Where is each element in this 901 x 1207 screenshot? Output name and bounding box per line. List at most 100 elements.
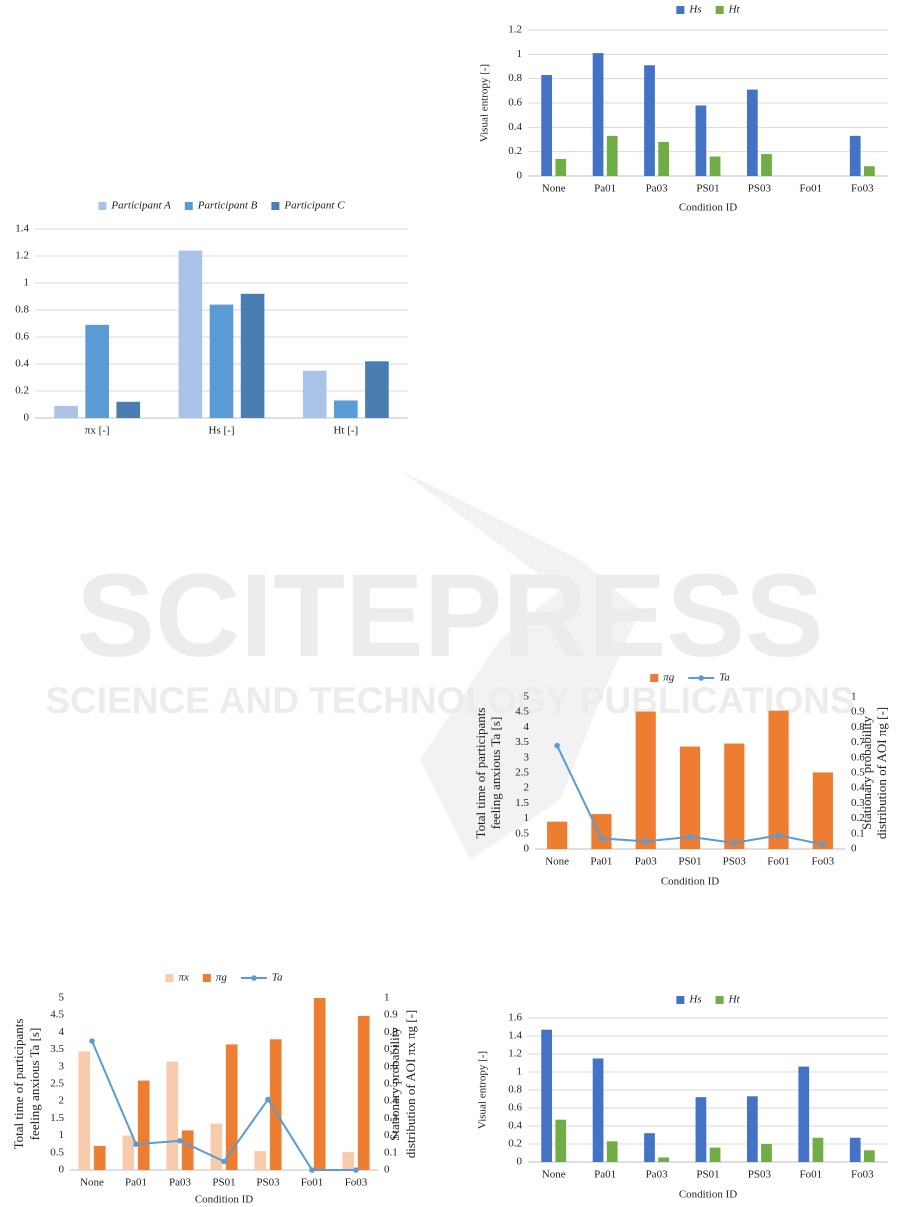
line-point (353, 1167, 359, 1173)
y-tick-label: 4 (59, 1026, 65, 1038)
bar (225, 1044, 238, 1170)
y2-tick-label: 0.1 (851, 827, 865, 839)
bar (93, 1145, 106, 1170)
bar (254, 1151, 267, 1170)
legend-marker (715, 996, 724, 1004)
y2-tick-label: 0.6 (384, 1060, 398, 1072)
y-tick-label: 4.5 (515, 706, 529, 718)
y-tick-label: 1.5 (50, 1112, 64, 1124)
y-axis-title: feeling anxious Ta [s] (27, 1028, 42, 1141)
bar (812, 1137, 824, 1162)
bar (644, 65, 655, 176)
y2-tick-label: 0.2 (851, 812, 865, 824)
bar (709, 156, 721, 176)
y2-tick-label: 0 (851, 843, 857, 855)
y-tick-label: 1 (59, 1129, 65, 1141)
x-tick-label: πx [-] (85, 425, 110, 437)
line-point (265, 1096, 271, 1103)
bar (606, 135, 618, 176)
y-tick-label: 2 (524, 782, 530, 794)
x-tick-label: Fo03 (851, 1169, 874, 1181)
legend-label: Participant A (110, 200, 171, 212)
legend-label: Participant C (283, 200, 345, 212)
line-point (554, 742, 560, 749)
bar (812, 772, 833, 849)
bar (178, 250, 203, 418)
y-tick-label: 1.2 (508, 1048, 522, 1060)
x-tick-label: Pa03 (169, 1177, 192, 1189)
y-tick-label: 0.6 (508, 1102, 522, 1114)
y-tick-label: 3.5 (50, 1043, 64, 1055)
bar (166, 1061, 179, 1170)
legend-label: Hs (688, 4, 701, 16)
y-tick-label: 0 (517, 1156, 523, 1168)
bar (798, 1066, 810, 1162)
y-tick-label: 0.6 (15, 331, 29, 343)
legend-label: πx (178, 972, 189, 984)
bar (658, 1157, 670, 1162)
legend-label: Hs (688, 994, 701, 1006)
bar (849, 135, 861, 176)
x-tick-label: PS01 (696, 183, 719, 195)
y-tick-label: 2 (59, 1095, 65, 1107)
x-axis-title: Condition ID (679, 202, 737, 214)
legend-label: Participant B (197, 200, 258, 212)
bar (606, 1141, 618, 1162)
bar (709, 1147, 721, 1162)
y-tick-label: 0.4 (15, 358, 29, 370)
legend-marker (676, 996, 685, 1004)
bar (695, 1097, 707, 1162)
x-tick-label: None (542, 183, 566, 195)
y-tick-label: 5 (524, 691, 530, 703)
bar (334, 400, 358, 418)
y2-tick-label: 0.9 (851, 706, 865, 718)
bar (635, 711, 656, 849)
y-axis-title: Total time of participants (473, 708, 488, 839)
x-tick-label: Fo03 (851, 183, 874, 195)
bar (592, 53, 604, 176)
y-tick-label: 4 (524, 721, 530, 733)
chart: 0 0.2 0.4 0.6 0.8 1 1.2 1.4 1.6 None Pa01 Pa03 PS01 P… (477, 994, 888, 1201)
line-point (309, 1167, 315, 1173)
legend-marker (98, 202, 107, 210)
y2-tick-label: 0.1 (384, 1146, 398, 1158)
x-tick-label: Fo03 (812, 856, 835, 868)
y2-axis-title: distribution of AOI πx πg [-] (403, 1010, 418, 1159)
y2-tick-label: 1 (851, 691, 857, 703)
y-tick-label: 1 (517, 48, 523, 60)
bar (724, 743, 745, 849)
y-axis-title: Total time of participants (11, 1019, 26, 1150)
y-tick-label: 1 (524, 812, 530, 824)
y-tick-label: 2.5 (515, 767, 529, 779)
bar (78, 1051, 91, 1170)
x-axis-title: Condition ID (661, 876, 719, 888)
y-tick-label: 1.4 (508, 1030, 522, 1042)
y2-tick-label: 0.4 (851, 782, 865, 794)
y-tick-label: 1.2 (15, 250, 29, 262)
x-tick-label: PS01 (678, 856, 701, 868)
y-tick-label: 1 (24, 277, 30, 289)
line-point (133, 1141, 139, 1147)
x-tick-label: Pa01 (594, 1169, 616, 1181)
bar (313, 998, 326, 1170)
y2-tick-label: 0.8 (384, 1026, 398, 1038)
chart: 0 0.5 1 1.5 2 2.5 3 3.5 4 4.5 5 0 0.1 0.2 0.3 0.4 0.5 0.6… (473, 672, 889, 888)
watermark-subtitle: SCIENCE AND TECHNOLOGY PUBLICATIONS (45, 680, 854, 721)
y2-axis-title: distribution of AOI πg [-] (874, 707, 889, 839)
bar (209, 304, 234, 418)
legend-label: πg (663, 672, 675, 684)
x-tick-label: PS03 (723, 856, 747, 868)
legend-marker (251, 975, 257, 981)
y2-tick-label: 0.8 (851, 721, 865, 733)
y-axis-title: feeling anxious Ta [s] (488, 717, 503, 830)
x-tick-label: Pa03 (646, 1169, 669, 1181)
bar (240, 293, 265, 418)
y2-tick-label: 0.2 (384, 1129, 398, 1141)
y2-tick-label: 0.5 (851, 767, 865, 779)
bar (658, 141, 670, 176)
bar (863, 1150, 875, 1162)
x-tick-label: Pa03 (635, 856, 658, 868)
x-tick-label: PS01 (696, 1169, 719, 1181)
